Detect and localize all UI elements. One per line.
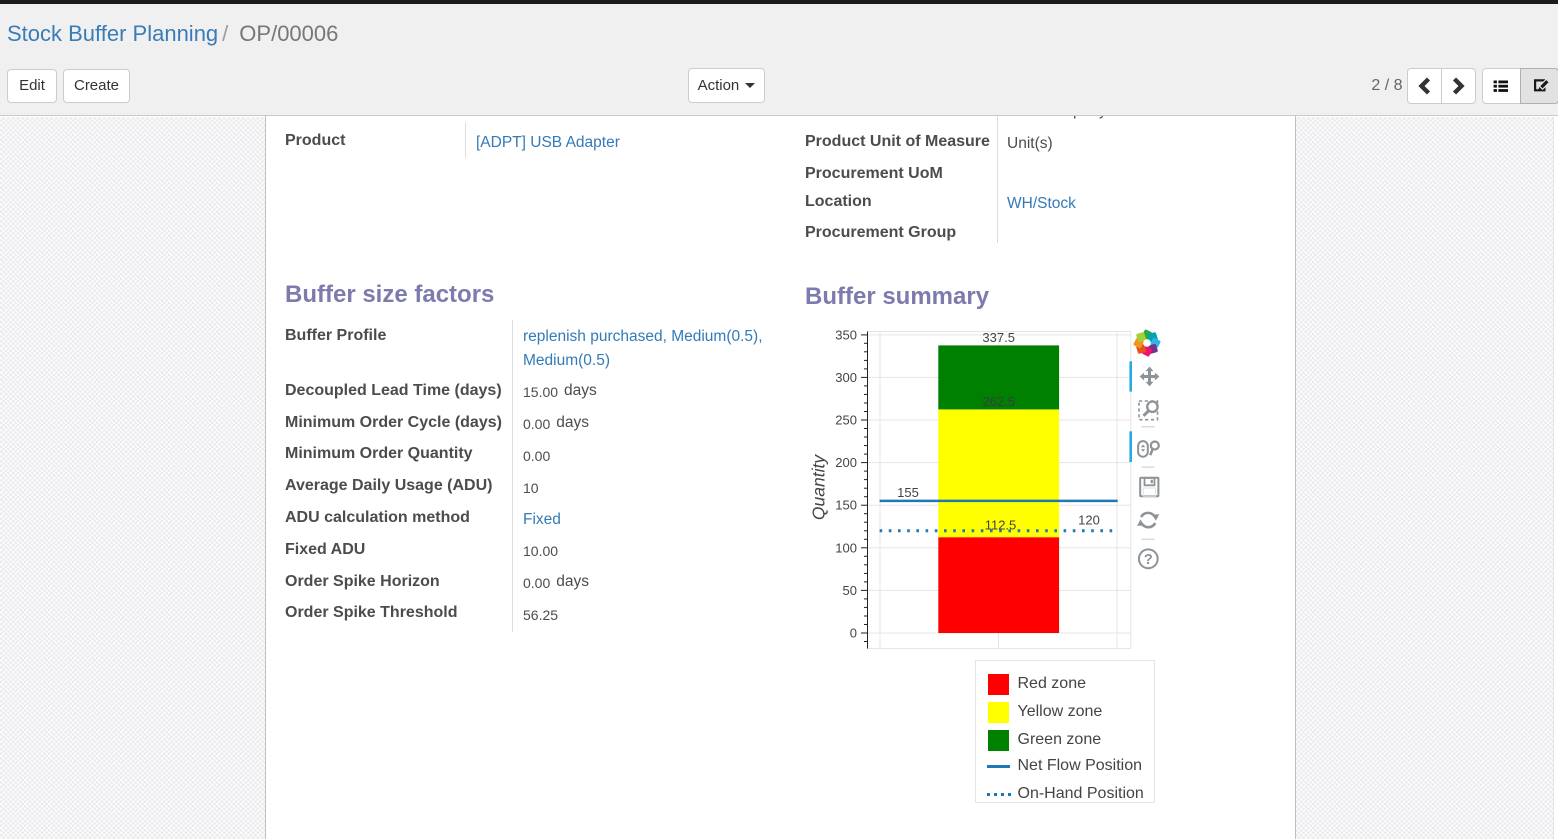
- svg-text:300: 300: [835, 370, 857, 385]
- svg-text:?: ?: [1144, 552, 1153, 568]
- svg-text:112.5: 112.5: [985, 518, 1017, 533]
- svg-text:50: 50: [843, 583, 857, 598]
- svg-text:0: 0: [850, 626, 857, 641]
- svg-text:200: 200: [835, 455, 857, 470]
- svg-text:262.5: 262.5: [982, 394, 1015, 409]
- svg-text:Quantity: Quantity: [809, 454, 829, 520]
- svg-text:350: 350: [835, 327, 857, 342]
- svg-text:155: 155: [897, 485, 919, 500]
- svg-text:337.5: 337.5: [982, 330, 1015, 345]
- svg-text:250: 250: [835, 413, 857, 428]
- svg-text:150: 150: [835, 498, 857, 513]
- svg-text:100: 100: [835, 540, 857, 555]
- svg-text:120: 120: [1078, 513, 1100, 528]
